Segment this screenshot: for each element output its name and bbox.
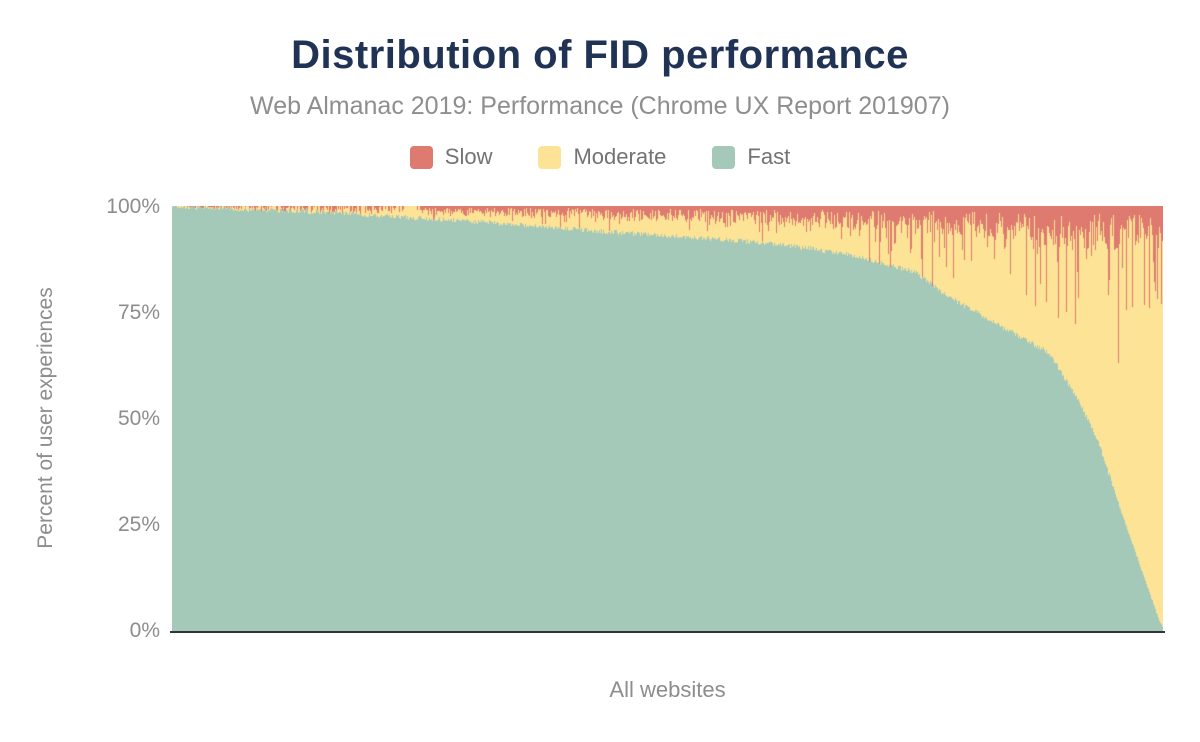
x-axis-title: All websites bbox=[609, 677, 726, 702]
legend-item-slow: Slow bbox=[409, 144, 493, 170]
chart-title: Distribution of FID performance bbox=[291, 33, 909, 77]
legend-swatch-moderate bbox=[538, 145, 562, 169]
legend-item-moderate: Moderate bbox=[538, 144, 666, 170]
legend-item-fast: Fast bbox=[712, 144, 790, 170]
chart-subtitle: Web Almanac 2019: Performance (Chrome UX… bbox=[250, 92, 950, 120]
y-tick-75: 75% bbox=[117, 301, 160, 324]
x-axis-line bbox=[170, 631, 1165, 633]
legend-label: Slow bbox=[444, 144, 493, 169]
y-tick-50: 50% bbox=[117, 407, 160, 430]
y-tick-100: 100% bbox=[106, 195, 160, 218]
legend: Slow Moderate Fast bbox=[0, 142, 1200, 172]
legend-swatch-fast bbox=[712, 145, 736, 169]
stacked-bar-plot-area[interactable] bbox=[172, 206, 1163, 631]
legend-label: Moderate bbox=[573, 144, 667, 169]
legend-swatch-slow bbox=[409, 145, 433, 169]
y-tick-0: 0% bbox=[129, 619, 160, 642]
legend-label: Fast bbox=[747, 144, 791, 169]
y-tick-25: 25% bbox=[117, 513, 160, 536]
